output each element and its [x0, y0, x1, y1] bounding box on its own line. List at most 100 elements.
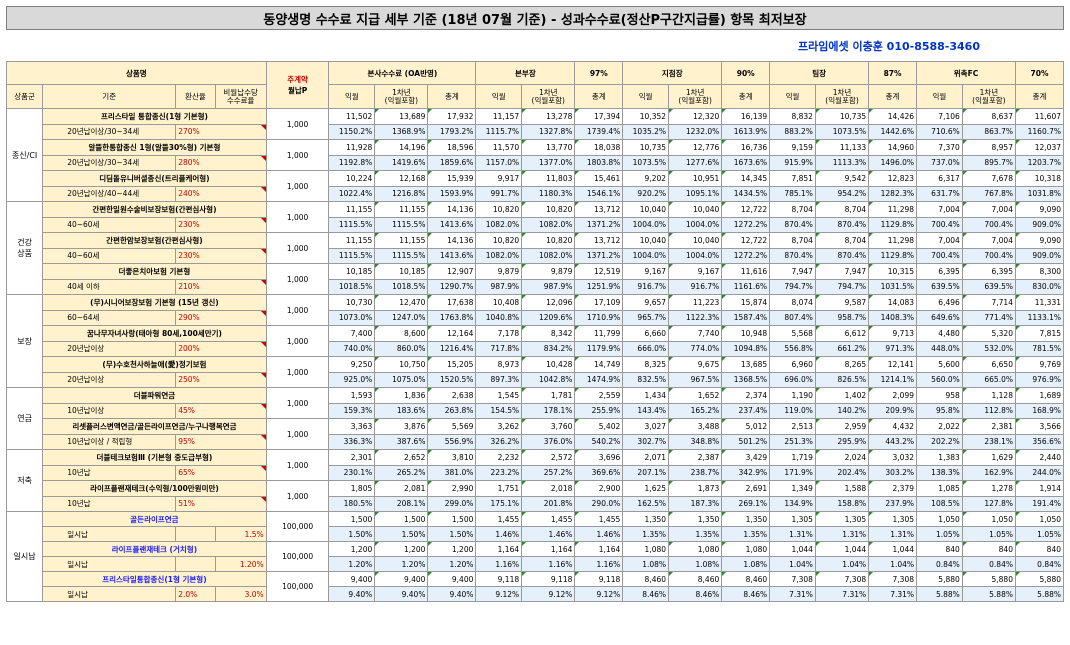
non-monthly-rate: 3.0% — [214, 586, 267, 602]
amount-cell: 10,428 — [521, 356, 576, 373]
table-row: 보장 (무)시니어보장보험 기본형 (15년 갱신) 1,000 10,730 12,4… — [5, 294, 1065, 388]
rate-cell: 532.0% — [961, 340, 1016, 357]
header-sub-2: 총계 — [1014, 84, 1065, 109]
amount-cell: 9,167 — [668, 263, 723, 280]
amount-cell: 1,349 — [769, 480, 816, 497]
rate-cell: 369.6% — [574, 464, 624, 481]
monthly-premium: 1,000 — [265, 294, 330, 326]
monthly-premium: 1,000 — [265, 325, 330, 357]
amount-cell: 11,607 — [1014, 108, 1065, 125]
rate-cell: 0.84% — [916, 556, 963, 572]
amount-cell: 14,960 — [868, 139, 918, 156]
rate-cell: 767.8% — [961, 185, 1016, 202]
rate-cell: 1251.9% — [574, 278, 624, 295]
rate-cell: 183.6% — [374, 402, 429, 419]
amount-cell: 1,751 — [475, 480, 523, 497]
product-name: 프리스타일 통합종신(1형 기본형) — [42, 108, 267, 125]
rate-cell: 208.1% — [374, 495, 429, 512]
rate-cell: 387.6% — [374, 433, 429, 450]
rate-cell: 342.9% — [721, 464, 771, 481]
amount-cell: 6,496 — [916, 294, 963, 311]
rate-cell: 870.4% — [814, 216, 870, 233]
amount-cell: 1,085 — [916, 480, 963, 497]
rate-cell: 326.2% — [475, 433, 523, 450]
rate-cell: 158.8% — [814, 495, 870, 512]
rate-cell: 1214.1% — [868, 371, 918, 388]
conversion-rate: 240% — [175, 185, 267, 202]
rate-cell: 1216.8% — [374, 185, 429, 202]
rate-cell: 1122.3% — [668, 309, 723, 326]
conversion-rate: 250% — [175, 371, 267, 388]
rate-cell: 1022.4% — [328, 185, 376, 202]
rate-cell: 958.7% — [814, 309, 870, 326]
monthly-premium: 1,000 — [265, 263, 330, 295]
amount-cell: 1,278 — [961, 480, 1016, 497]
amount-cell: 1,873 — [668, 480, 723, 497]
rate-cell: 0.84% — [961, 556, 1016, 572]
rate-cell: 9.40% — [328, 586, 376, 602]
rate-cell: 967.5% — [668, 371, 723, 388]
rate-cell: 700.4% — [961, 247, 1016, 264]
amount-cell: 8,074 — [769, 294, 816, 311]
amount-cell: 8,704 — [769, 201, 816, 218]
amount-cell: 10,948 — [721, 325, 771, 342]
criteria: 20년납이상/30~34세 — [42, 154, 177, 171]
header-tier-pct-2: 90% — [721, 61, 771, 85]
criteria: 일시납 — [42, 586, 177, 602]
amount-cell: 2,513 — [769, 418, 816, 435]
rate-cell: 661.2% — [814, 340, 870, 357]
product-name: (무)수호천사하늘애(愛)정기보험 — [42, 356, 267, 373]
amount-cell: 8,300 — [1014, 263, 1065, 280]
amount-cell: 7,678 — [961, 170, 1016, 187]
rate-cell: 870.4% — [769, 216, 816, 233]
rate-cell: 987.9% — [521, 278, 576, 295]
amount-cell: 9,118 — [521, 571, 576, 587]
rate-cell: 1247.0% — [374, 309, 429, 326]
amount-cell: 10,185 — [374, 263, 429, 280]
amount-cell: 13,689 — [374, 108, 429, 125]
rate-cell: 112.8% — [961, 402, 1016, 419]
criteria: 10년납 — [42, 464, 177, 481]
rate-cell: 171.9% — [769, 464, 816, 481]
rate-cell: 1160.7% — [1014, 123, 1065, 140]
criteria: 20년납이상 — [42, 371, 177, 388]
table-row: 라이프플랜재테크(수익형/100만원미만) 1,000 1,805 2,081 2,99… — [7, 480, 1065, 512]
amount-cell: 3,760 — [521, 418, 576, 435]
rate-cell: 1546.1% — [574, 185, 624, 202]
amount-cell: 11,298 — [868, 232, 918, 249]
criteria: 10년납이상 / 적립형 — [42, 433, 177, 450]
amount-cell: 7,178 — [475, 325, 523, 342]
amount-cell: 3,488 — [668, 418, 723, 435]
amount-cell: 9,118 — [574, 571, 624, 587]
amount-cell: 2,379 — [868, 480, 918, 497]
rate-cell: 303.2% — [868, 464, 918, 481]
amount-cell: 1,305 — [814, 511, 870, 527]
amount-cell: 14,426 — [868, 108, 918, 125]
header-group: 상품군 — [5, 84, 44, 109]
header-sub-1: 1차년 (익월포함) — [961, 84, 1016, 109]
rate-cell: 244.0% — [1014, 464, 1065, 481]
amount-cell: 1,500 — [427, 511, 477, 527]
criteria: 일시납 — [42, 556, 177, 572]
rate-cell: 737.0% — [916, 154, 963, 171]
monthly-premium: 1,000 — [265, 139, 330, 171]
rate-cell: 143.4% — [622, 402, 670, 419]
rate-cell: 1763.8% — [427, 309, 477, 326]
header-sub-1: 1차년 (익월포함) — [374, 84, 429, 109]
rate-cell: 1004.0% — [668, 247, 723, 264]
rate-cell: 1.46% — [521, 526, 576, 542]
criteria: 40세 이하 — [42, 278, 177, 295]
amount-cell: 8,637 — [961, 108, 1016, 125]
amount-cell: 1,164 — [574, 541, 624, 557]
header-tier-pct-1: 97% — [574, 61, 624, 85]
header-conversion: 환산율 — [175, 84, 216, 109]
amount-cell: 9,713 — [868, 325, 918, 342]
rate-cell: 7.31% — [814, 586, 870, 602]
product-name: 더블파워연금 — [42, 387, 267, 404]
amount-cell: 5,320 — [961, 325, 1016, 342]
amount-cell: 9,879 — [521, 263, 576, 280]
rate-cell: 1082.0% — [475, 247, 523, 264]
table-row: 20년납이상/30~34세 280% 1192.8% 1419.6% 1859.6% 11… — [7, 154, 1065, 171]
rate-cell: 1161.6% — [721, 278, 771, 295]
amount-cell: 7,308 — [814, 571, 870, 587]
